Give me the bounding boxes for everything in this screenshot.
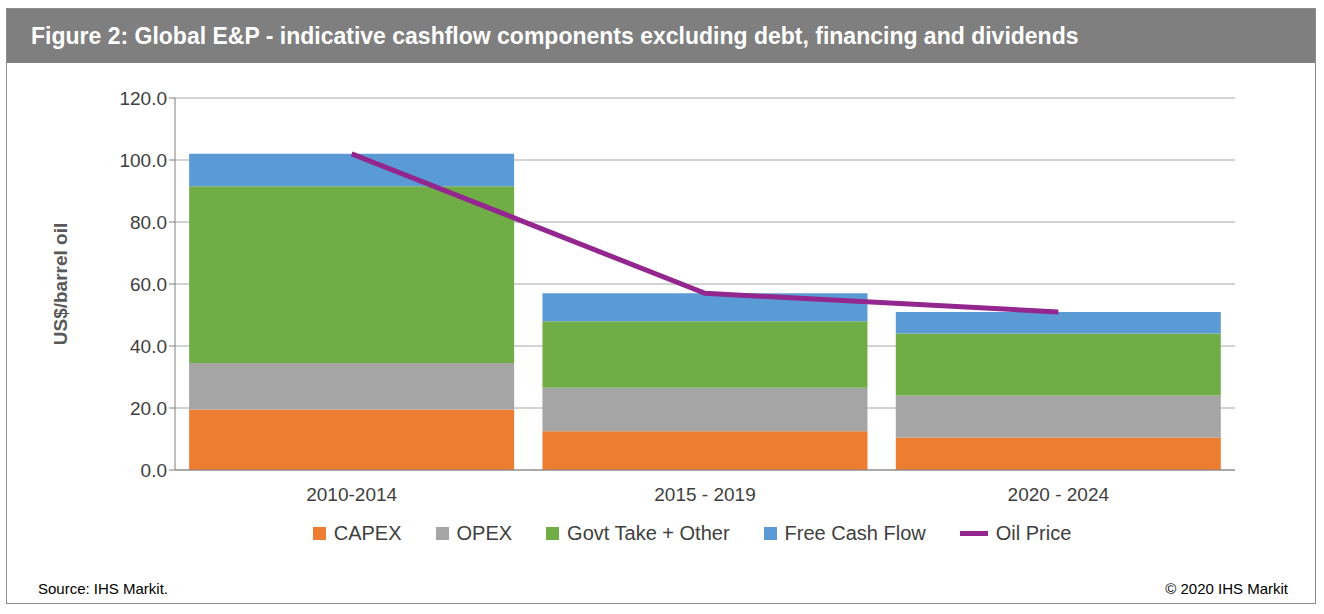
- svg-text:100.0: 100.0: [119, 150, 167, 171]
- svg-text:120.0: 120.0: [119, 88, 167, 109]
- svg-text:40.0: 40.0: [130, 336, 167, 357]
- svg-text:US$/barrel oil: US$/barrel oil: [50, 223, 71, 346]
- svg-text:60.0: 60.0: [130, 274, 167, 295]
- html-text:Source: IHS Markit.: Source: IHS Markit.: [38, 580, 168, 597]
- svg-text:20.0: 20.0: [130, 398, 167, 419]
- html-text:CAPEX: CAPEX: [333, 522, 402, 544]
- html-text:Govt Take + Other: Govt Take + Other: [567, 522, 730, 544]
- svg-text:2010-2014: 2010-2014: [306, 484, 397, 505]
- svg-text:2020 - 2024: 2020 - 2024: [1008, 484, 1110, 505]
- svg-text:2015 - 2019: 2015 - 2019: [654, 484, 755, 505]
- svg-text:0.0: 0.0: [141, 460, 167, 481]
- svg-text:80.0: 80.0: [130, 212, 167, 233]
- html-text:Free Cash Flow: Free Cash Flow: [784, 522, 926, 544]
- html-text:© 2020 IHS Markit: © 2020 IHS Markit: [1165, 580, 1288, 597]
- html-text:OPEX: OPEX: [456, 522, 513, 544]
- html-text:Figure 2: Global E&P - indicat: Figure 2: Global E&P - indicative cashfl…: [31, 23, 1079, 49]
- html-text:Oil Price: Oil Price: [995, 522, 1072, 544]
